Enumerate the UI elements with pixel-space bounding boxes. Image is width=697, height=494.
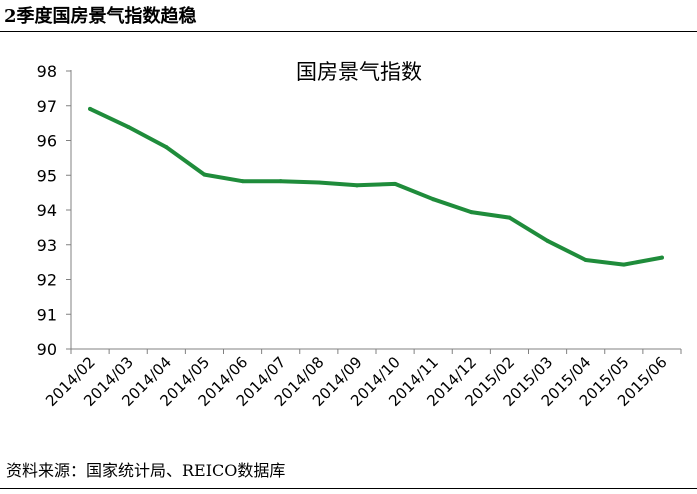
- page-title: 2季度国房景气指数趋稳: [4, 6, 197, 27]
- x-axis-ticks: 2014/022014/032014/042014/052014/062014/…: [42, 349, 682, 410]
- data-point: [393, 181, 398, 186]
- data-point: [202, 172, 207, 177]
- data-point: [583, 258, 588, 263]
- data-point: [469, 210, 474, 215]
- data-point: [126, 124, 131, 129]
- data-point: [659, 255, 664, 260]
- y-tick-label: 90: [37, 340, 57, 359]
- data-point: [354, 183, 359, 188]
- data-point: [431, 197, 436, 202]
- data-point: [88, 106, 93, 111]
- data-point: [316, 180, 321, 185]
- series-line: [88, 106, 664, 267]
- chart-series: [88, 106, 664, 267]
- data-point: [545, 238, 550, 243]
- chart-title: 国房景气指数: [296, 60, 422, 84]
- data-point: [278, 179, 283, 184]
- y-tick-label: 91: [37, 305, 57, 324]
- y-tick-label: 93: [37, 236, 57, 255]
- y-tick-label: 96: [37, 132, 57, 151]
- y-tick-label: 97: [37, 97, 57, 116]
- y-axis-ticks: 90 91 92 93 94 95 96 97 98: [37, 62, 71, 359]
- data-point: [164, 145, 169, 150]
- y-tick-label: 98: [37, 62, 57, 81]
- y-tick-label: 95: [37, 166, 57, 185]
- source-note: 资料来源：国家统计局、REICO数据库: [6, 461, 286, 480]
- footer-divider: [0, 488, 697, 489]
- header-divider: [0, 31, 697, 32]
- chart-axes: [70, 70, 681, 350]
- y-tick-label: 92: [37, 271, 57, 290]
- data-point: [621, 262, 626, 267]
- y-tick-label: 94: [37, 201, 57, 220]
- data-point: [507, 215, 512, 220]
- data-point: [240, 179, 245, 184]
